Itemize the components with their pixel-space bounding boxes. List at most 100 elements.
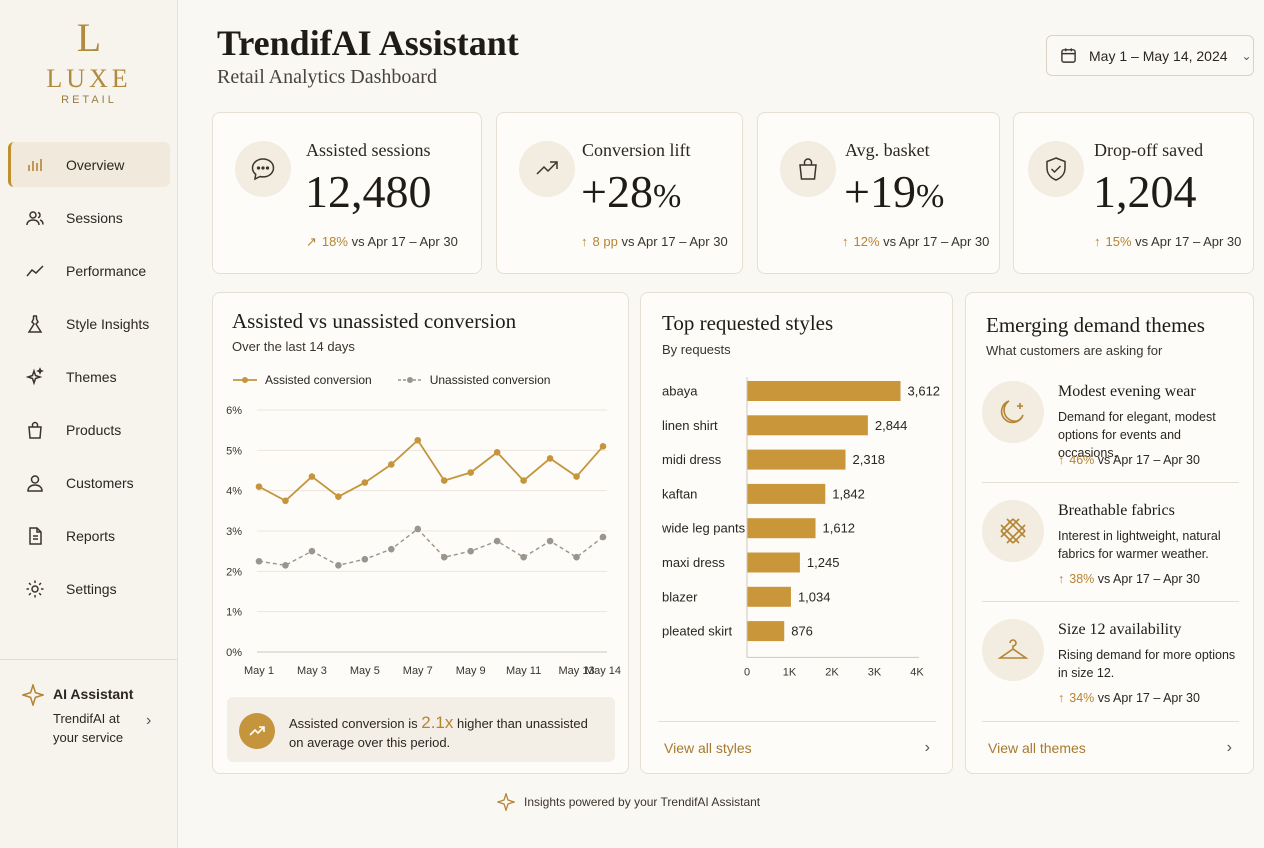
kpi-card-assisted-sessions[interactable]: Assisted sessions 12,480 ↗ 18% vs Apr 17 … bbox=[212, 112, 482, 274]
bar bbox=[747, 586, 791, 607]
callout-post: higher than unassisted on average over t… bbox=[289, 716, 588, 750]
data-point bbox=[335, 493, 342, 501]
panel-subtitle: What customers are asking for bbox=[986, 343, 1163, 358]
data-point bbox=[255, 557, 263, 565]
theme-delta-value: 46% bbox=[1069, 453, 1095, 467]
kpi-delta: ↑ 12% vs Apr 17 – Apr 30 bbox=[842, 234, 989, 249]
bar bbox=[747, 381, 901, 401]
styles-bar-chart: abaya 3,612 linen shirt 2,844 midi dress 2,31… bbox=[661, 377, 941, 678]
bar-value-label: 3,612 bbox=[908, 384, 941, 399]
trend-up-icon bbox=[239, 713, 275, 749]
kpi-value: +28% bbox=[581, 165, 681, 218]
hanger-icon bbox=[982, 619, 1044, 681]
brand-logo[interactable]: L LUXE RETAIL bbox=[0, 15, 178, 107]
footer-text: Insights powered by your TrendifAI Assis… bbox=[524, 795, 761, 809]
data-point bbox=[308, 547, 316, 555]
sidebar-item-label: Reports bbox=[66, 527, 116, 544]
bar-chart-icon bbox=[24, 154, 46, 176]
data-point bbox=[282, 497, 289, 505]
data-point bbox=[335, 561, 342, 569]
kpi-card-drop-off-saved[interactable]: Drop-off saved 1,204 ↑ 15% vs Apr 17 – Ap… bbox=[1013, 112, 1254, 274]
bar-category-label: linen shirt bbox=[662, 418, 718, 433]
logo-wordmark: LUXE bbox=[46, 64, 132, 93]
data-point bbox=[546, 537, 554, 545]
kpi-delta-value: 12% bbox=[853, 234, 880, 249]
x-tick-label: May 3 bbox=[297, 665, 327, 677]
theme-compare: vs Apr 17 – Apr 30 bbox=[1097, 691, 1200, 705]
kpi-value-number: 12,480 bbox=[305, 166, 432, 217]
sidebar-item-style-insights[interactable]: Style Insights bbox=[8, 301, 170, 346]
panel-divider bbox=[658, 721, 936, 722]
theme-delta: ↑ 46% vs Apr 17 – Apr 30 bbox=[1058, 453, 1200, 467]
x-tick-label: May 13 bbox=[558, 665, 594, 677]
view-all-themes-link[interactable]: View all themes › bbox=[988, 739, 1232, 757]
legend-swatch-solid bbox=[233, 377, 257, 383]
calendar-icon bbox=[1061, 48, 1076, 63]
x-tick-label: May 7 bbox=[403, 665, 433, 677]
main-nav: Overview Sessions Performance Style Insi… bbox=[8, 142, 170, 619]
legend-label: Unassisted conversion bbox=[429, 373, 551, 387]
unassisted-series-line bbox=[258, 528, 604, 567]
sidebar-item-sessions[interactable]: Sessions bbox=[8, 195, 170, 240]
theme-description: Rising demand for more options in size 1… bbox=[1058, 648, 1236, 680]
panel-divider bbox=[982, 721, 1239, 722]
theme-name: Breathable fabrics bbox=[1058, 502, 1175, 519]
bar-value-label: 2,318 bbox=[853, 452, 886, 467]
sidebar-item-label: Style Insights bbox=[66, 315, 150, 332]
bar-category-label: pleated skirt bbox=[662, 624, 732, 639]
logo-mark: L bbox=[76, 15, 102, 60]
legend-item-unassisted[interactable]: Unassisted conversion bbox=[397, 373, 551, 387]
panel-title: Top requested styles bbox=[662, 311, 834, 335]
kpi-label: Avg. basket bbox=[845, 140, 930, 160]
kpi-delta: ↗ 18% vs Apr 17 – Apr 30 bbox=[306, 234, 458, 250]
sidebar-item-products[interactable]: Products bbox=[8, 407, 170, 452]
data-point bbox=[440, 477, 448, 484]
sidebar-item-customers[interactable]: Customers bbox=[8, 460, 170, 505]
x-tick-label: May 9 bbox=[456, 665, 486, 677]
sidebar-item-label: Overview bbox=[66, 156, 125, 173]
bar-value-label: 1,034 bbox=[798, 589, 831, 604]
theme-item[interactable]: Breathable fabrics Interest in lightweig… bbox=[982, 494, 1240, 606]
theme-divider bbox=[982, 601, 1239, 602]
y-tick-label: 0% bbox=[226, 647, 242, 659]
view-all-styles-link[interactable]: View all styles › bbox=[664, 739, 930, 757]
theme-item[interactable]: Size 12 availability Rising demand for m… bbox=[982, 613, 1240, 725]
sidebar-item-label: Performance bbox=[66, 262, 147, 279]
theme-description: Demand for elegant, modest options for e… bbox=[1058, 410, 1216, 460]
sidebar-item-reports[interactable]: Reports bbox=[8, 513, 170, 558]
data-point bbox=[573, 473, 580, 480]
theme-delta-value: 38% bbox=[1069, 572, 1095, 586]
bar bbox=[747, 621, 785, 642]
theme-compare: vs Apr 17 – Apr 30 bbox=[1097, 453, 1200, 467]
x-tick-label: 2K bbox=[825, 666, 839, 678]
data-point bbox=[255, 483, 263, 490]
bar bbox=[747, 552, 800, 573]
sidebar-item-settings[interactable]: Settings bbox=[8, 566, 170, 611]
arrow-up-icon: ↑ bbox=[1058, 572, 1065, 586]
data-point bbox=[388, 545, 395, 553]
sidebar-item-themes[interactable]: Themes bbox=[8, 354, 170, 399]
kpi-delta: ↑ 15% vs Apr 17 – Apr 30 bbox=[1094, 234, 1241, 249]
theme-compare: vs Apr 17 – Apr 30 bbox=[1097, 572, 1200, 586]
link-label: View all styles bbox=[664, 740, 752, 756]
kpi-card-conversion-lift[interactable]: Conversion lift +28% ↑ 8 pp vs Apr 17 – A… bbox=[496, 112, 743, 274]
bar bbox=[747, 483, 826, 504]
sidebar-item-performance[interactable]: Performance bbox=[8, 248, 170, 293]
bar-category-label: kaftan bbox=[662, 486, 697, 501]
kpi-delta: ↑ 8 pp vs Apr 17 – Apr 30 bbox=[581, 234, 728, 249]
sparkles-icon bbox=[24, 366, 46, 388]
kpi-delta-value: 18% bbox=[321, 234, 348, 249]
data-point bbox=[493, 537, 501, 545]
sidebar-item-overview[interactable]: Overview bbox=[8, 142, 170, 187]
legend-item-assisted[interactable]: Assisted conversion bbox=[233, 373, 372, 387]
sidebar-item-label: Products bbox=[66, 421, 122, 438]
theme-description: Interest in lightweight, natural fabrics… bbox=[1058, 529, 1221, 561]
bar-value-label: 1,245 bbox=[807, 555, 840, 570]
date-range-picker[interactable]: May 1 – May 14, 2024 ⌄ bbox=[1046, 35, 1254, 76]
kpi-card-avg-basket[interactable]: Avg. basket +19% ↑ 12% vs Apr 17 – Apr 30 bbox=[757, 112, 1000, 274]
kpi-value: 12,480 bbox=[305, 165, 432, 218]
users-icon bbox=[24, 207, 46, 229]
theme-item[interactable]: Modest evening wear Demand for elegant, … bbox=[982, 375, 1240, 487]
y-tick-label: 1% bbox=[226, 607, 242, 619]
sidebar-item-label: Customers bbox=[66, 474, 134, 491]
